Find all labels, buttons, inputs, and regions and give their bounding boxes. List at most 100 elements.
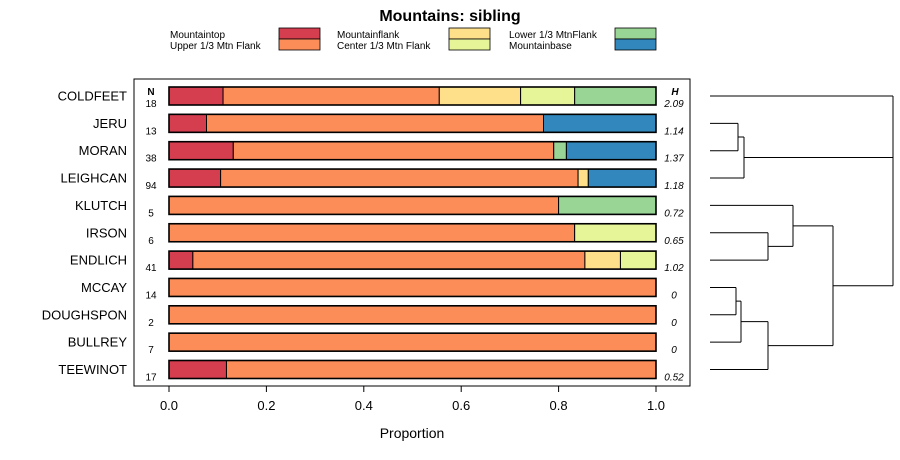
row-coldfeet-h: 2.09 [663,99,684,110]
row-leighcan-segment-mountainbase [587,168,657,188]
legend-mountainflank-swatch [448,27,491,40]
x-axis-title: Proportion [380,425,445,441]
row-moran-segment-mountaintop [168,141,234,161]
row-irson-n: 6 [148,236,154,247]
row-jeru-label: JERU [93,116,127,131]
x-tick-label-0: 0.0 [160,398,178,413]
legend-mountaintop-swatch [278,27,321,40]
bar-rows: COLDFEET 18 2.09 JERU 13 1.14 MORAN 38 1.37 LEIGH… [42,86,684,384]
row-jeru-bar-outline [168,113,657,134]
row-coldfeet-segment-center-1-3-mtn-flank [520,86,576,106]
row-leighcan-segment-mountaintop [168,168,222,188]
row-irson-segment-center-1-3-mtn-flank [574,223,657,243]
row-bullrey-n: 7 [148,345,154,356]
legend-center-1-3-mtn-flank-swatch [448,38,491,51]
row-mccay-bar-outline [168,277,657,298]
row-jeru-n: 13 [145,126,157,137]
row-mccay-h: 0 [671,290,677,301]
legend-mountainbase-swatch [614,38,657,51]
row-teewinot-h: 0.52 [664,373,684,384]
row-endlich-h: 1.02 [664,263,684,274]
row-klutch-h: 0.72 [664,208,684,219]
row-leighcan-segment-mountainflank [577,168,589,188]
legend-upper-1-3-mtn-flank-label: Upper 1/3 Mtn Flank [170,41,262,52]
row-leighcan-h: 1.18 [664,181,684,192]
row-moran-segment-mountainbase [565,141,657,161]
row-endlich-bar-outline [168,250,657,270]
row-jeru-segment-mountaintop [168,113,207,133]
row-teewinot-segment-upper-1-3-mtn-flank [225,360,657,379]
n-column-header: N [147,87,154,98]
row-mccay-n: 14 [145,290,157,301]
row-mccay-segment-upper-1-3-mtn-flank [168,277,657,297]
row-moran-n: 38 [145,154,157,165]
row-klutch-segment-upper-1-3-mtn-flank [168,195,560,215]
row-leighcan-segment-upper-1-3-mtn-flank [220,168,579,188]
row-teewinot-label: TEEWINOT [58,362,127,377]
row-teewinot-segment-mountaintop [168,360,227,379]
legend-lower-1-3-mtnflank-label: Lower 1/3 MtnFlank [509,30,598,41]
row-bullrey-segment-upper-1-3-mtn-flank [168,332,657,352]
row-endlich-segment-upper-1-3-mtn-flank [192,250,586,270]
legend-mountainflank-label: Mountainflank [337,30,400,41]
row-coldfeet-n: 18 [145,99,157,110]
row-moran-segment-lower-1-3-mtnflank [553,141,567,161]
row-doughspon-segment-upper-1-3-mtn-flank [168,305,657,325]
row-coldfeet-segment-mountainflank [438,86,522,106]
x-axis: 0.0 0.2 0.4 0.6 0.8 1.0 [160,386,665,413]
row-moran-bar-outline [168,140,657,161]
chart-title: Mountains: sibling [379,8,520,25]
row-endlich-label: ENDLICH [70,253,127,268]
row-jeru-h: 1.14 [664,126,684,137]
plot-frame [133,78,691,387]
x-tick-label-1: 0.2 [257,398,275,413]
row-irson-bar-outline [168,222,657,243]
row-klutch-bar-outline [168,195,657,216]
row-jeru-segment-mountainbase [543,113,657,133]
row-jeru-segment-upper-1-3-mtn-flank [205,113,545,133]
row-irson-h: 0.65 [664,236,684,247]
row-bullrey-bar-outline [168,332,657,352]
dendrogram [710,95,894,370]
row-leighcan-n: 94 [145,181,157,192]
row-klutch-label: KLUTCH [75,198,127,213]
legend-lower-1-3-mtnflank-swatch [614,27,657,40]
row-bullrey-h: 0 [671,345,677,356]
row-doughspon-n: 2 [148,318,154,329]
row-klutch-n: 5 [148,208,154,219]
dendrogram-branches [710,95,894,370]
row-doughspon-h: 0 [671,318,677,329]
legend-center-1-3-mtn-flank-label: Center 1/3 Mtn Flank [337,41,431,52]
legend-mountaintop-label: Mountaintop [170,30,225,41]
row-teewinot-bar-outline [168,359,657,380]
legend-mountainbase-label: Mountainbase [509,41,572,52]
row-coldfeet-label: COLDFEET [58,89,127,104]
row-endlich-n: 41 [145,263,157,274]
row-endlich-segment-mountaintop [168,250,194,270]
row-teewinot-n: 17 [145,373,157,384]
row-irson-label: IRSON [86,225,127,240]
row-moran-h: 1.37 [664,154,684,165]
row-leighcan-bar-outline [168,168,657,188]
row-endlich-segment-center-1-3-mtn-flank [619,250,657,270]
row-moran-segment-upper-1-3-mtn-flank [232,141,555,161]
row-doughspon-label: DOUGHSPON [42,307,127,322]
x-tick-label-3: 0.6 [452,398,470,413]
x-tick-label-5: 1.0 [647,398,665,413]
h-column-header: H [671,87,679,98]
row-mccay-label: MCCAY [81,280,127,295]
row-coldfeet-segment-mountaintop [168,86,224,106]
legend-upper-1-3-mtn-flank-swatch [278,38,321,51]
row-leighcan-label: LEIGHCAN [61,171,127,186]
row-bullrey-label: BULLREY [68,335,128,350]
x-tick-label-4: 0.8 [550,398,568,413]
x-tick-label-2: 0.4 [355,398,373,413]
row-doughspon-bar-outline [168,304,657,325]
row-coldfeet-bar-outline [168,86,657,106]
row-coldfeet-segment-upper-1-3-mtn-flank [222,86,440,106]
row-klutch-segment-lower-1-3-mtnflank [558,195,657,215]
row-coldfeet-segment-lower-1-3-mtnflank [574,86,657,106]
row-moran-label: MORAN [79,143,127,158]
